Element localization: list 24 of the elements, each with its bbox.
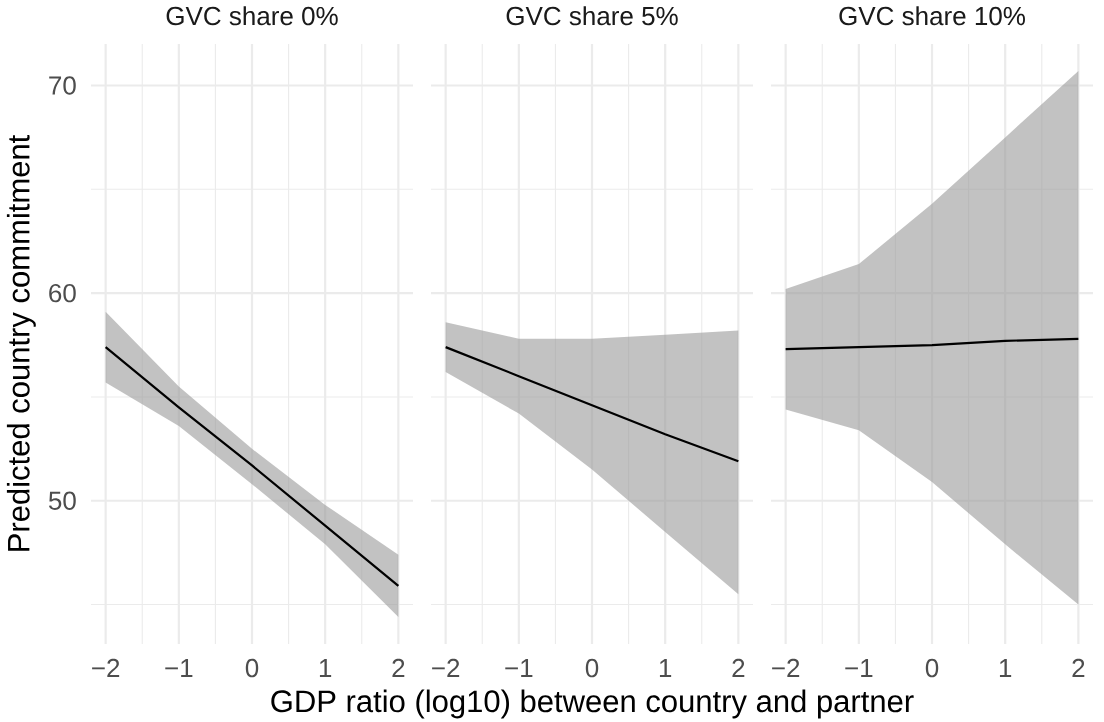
x-tick-label: 2	[1072, 658, 1085, 677]
line-series	[104, 346, 400, 587]
y-tick-label: 60	[49, 283, 76, 303]
x-tick-label: −1	[165, 659, 193, 677]
x-tick-label: −1	[505, 659, 533, 677]
x-tick-label: 2	[732, 658, 745, 677]
x-tick-label: 1	[659, 659, 672, 677]
x-tick-label: 1	[999, 659, 1012, 677]
x-tick-label: 0	[245, 658, 259, 678]
y-axis-title: Predicted country commitment	[6, 134, 36, 551]
chart-title: GVC share 10%	[839, 6, 1025, 26]
x-tick-label: 0	[925, 658, 939, 678]
y-tick-label: 70	[49, 76, 76, 95]
x-tick-label: −2	[432, 658, 460, 677]
x-tick-label: −2	[92, 658, 120, 677]
chart-title: GVC share 0%	[166, 6, 338, 26]
x-tick-label: −1	[845, 659, 873, 677]
x-axis-title: GDP ratio (log10) between country and partner	[271, 689, 914, 719]
x-tick-label: 1	[319, 659, 332, 677]
chart-title: GVC share 5%	[506, 6, 678, 26]
x-tick-label: −2	[772, 658, 800, 677]
x-tick-label: 2	[392, 658, 405, 677]
y-tick-label: 50	[48, 491, 76, 510]
x-tick-label: 0	[585, 658, 599, 678]
